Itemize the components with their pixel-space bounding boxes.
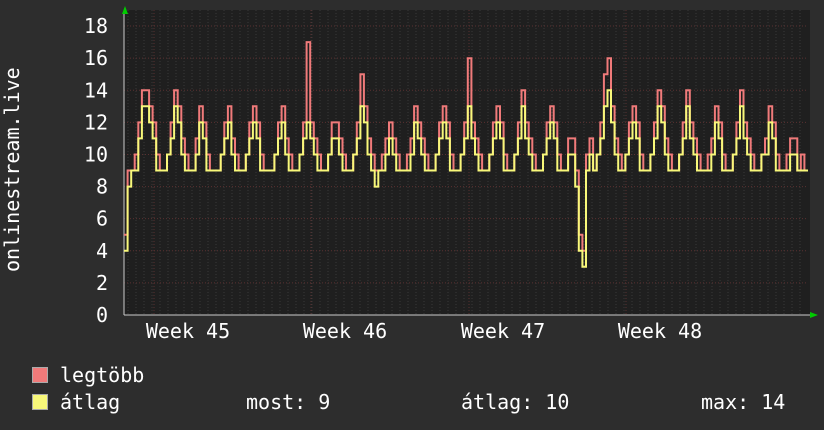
x-tick-label: Week 48 [618,319,702,343]
y-tick-label: 18 [84,14,108,38]
stat-now: most: 9 [246,390,331,414]
legend-swatch-max [32,367,48,383]
y-tick-label: 14 [84,78,108,102]
legend-label-avg: átlag [60,390,121,414]
y-axis-arrow [122,6,128,14]
y-axis: 0 2 4 6 8 10 12 14 16 18 [84,10,125,327]
x-tick-label: Week 46 [303,319,387,343]
y-tick-label: 0 [96,303,108,327]
y-tick-label: 10 [84,142,108,166]
legend-item-max: legtöbb [32,365,144,385]
y-tick-label: 8 [96,175,108,199]
x-axis: Week 45 Week 46 Week 47 Week 48 [124,314,810,343]
y-tick-label: 2 [96,271,108,295]
stat-max: max: 14 [701,390,786,414]
stat-avg: átlag: 10 [461,390,570,414]
x-tick-label: Week 45 [146,319,230,343]
y-tick-label: 6 [96,207,108,231]
legend-item-avg: átlag [32,392,120,412]
y-tick-label: 16 [84,46,108,70]
series-line-avg [124,89,808,268]
x-tick-label: Week 47 [461,319,545,343]
x-axis-arrow [810,312,818,318]
legend-label-max: legtöbb [60,363,145,387]
y-tick-label: 4 [96,239,108,263]
y-tick-label: 12 [84,110,108,134]
y-axis-label: onlinestream.live [0,67,24,272]
legend-swatch-avg [32,394,48,410]
series-group [124,41,808,268]
